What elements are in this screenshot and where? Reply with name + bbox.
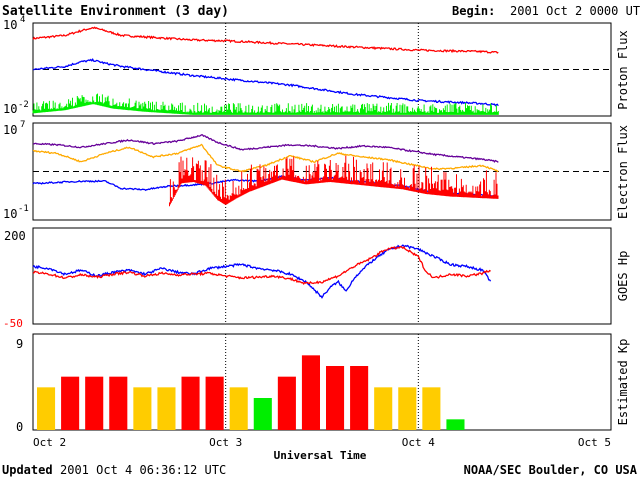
proton-series-blue-1 [33,57,499,107]
electron-tick-bottom-exp: -1 [18,204,29,214]
kp-bar-15 [398,387,417,430]
x-tick-oct5: Oct 5 [578,436,611,449]
hp-tick-top: 200 [4,229,26,243]
electron-flux-label: Electron Flux [616,125,630,219]
kp-bar-7 [205,376,224,430]
proton-tick-top-base: 10 [3,18,17,32]
x-tick-oct2: Oct 2 [33,436,66,449]
chart-title: Satellite Environment (3 day) [2,4,229,19]
electron-series-purple-0 [32,134,499,163]
electron-tick-bottom-base: 10 [3,207,17,221]
x-axis-label: Universal Time [274,449,367,462]
electron-tick-top: 10 7 [3,120,25,137]
hp-tick-bottom: -50 [3,317,23,330]
kp-bar-17 [446,419,465,430]
electron-tick-top-base: 10 [3,123,17,137]
kp-tick-top: 9 [16,337,23,351]
kp-bar-5 [157,387,176,430]
x-tick-oct3: Oct 3 [209,436,242,449]
kp-bar-13 [350,366,369,430]
kp-tick-bottom: 0 [16,420,23,434]
kp-panel-frame [32,333,612,431]
begin-value: 2001 Oct 2 0000 UTC [510,4,640,18]
proton-series-group [32,26,499,115]
hp-series-blue-0 [32,244,492,299]
proton-tick-bottom: 10 -2 [3,100,29,116]
updated-label: Updated [2,463,53,477]
kp-bar-4 [133,387,152,430]
estimated-kp-label: Estimated Kp [616,339,630,426]
kp-bar-8 [229,387,248,430]
kp-bar-6 [181,376,200,430]
kp-bar-14 [374,387,393,430]
hp-series-group [32,244,492,299]
kp-bar-10 [277,376,296,430]
hp-series-red-1 [32,245,491,285]
kp-bar-3 [109,376,128,430]
x-tick-oct4: Oct 4 [402,436,435,449]
proton-tick-bottom-exp: -2 [18,100,29,110]
goes-hp-label: GOES Hp [616,251,630,302]
proton-tick-bottom-base: 10 [3,102,17,116]
kp-bar-0 [37,387,56,430]
kp-bar-1 [61,376,80,430]
electron-tick-bottom: 10 -1 [3,204,29,221]
kp-bar-11 [301,355,320,430]
hp-panel-frame [32,227,612,325]
proton-tick-top: 10 4 [3,15,25,32]
electron-tick-top-exp: 7 [20,120,25,130]
kp-bar-9 [253,398,272,430]
proton-series-green-2 [32,93,499,115]
updated-value: 2001 Oct 4 06:36:12 UTC [60,463,226,477]
electron-series-group [32,134,499,207]
kp-bar-2 [85,376,104,430]
kp-bars-group [37,355,465,430]
proton-tick-top-exp: 4 [20,15,25,25]
day-dividers [225,23,419,430]
credit-text: NOAA/SEC Boulder, CO USA [464,463,638,477]
kp-bar-16 [422,387,441,430]
proton-flux-label: Proton Flux [616,30,630,109]
electron-series-orange-1 [32,143,499,173]
electron-series-red-3 [169,155,499,207]
begin-label: Begin: [452,4,495,18]
kp-bar-12 [326,366,345,430]
proton-series-red-0 [32,26,499,54]
